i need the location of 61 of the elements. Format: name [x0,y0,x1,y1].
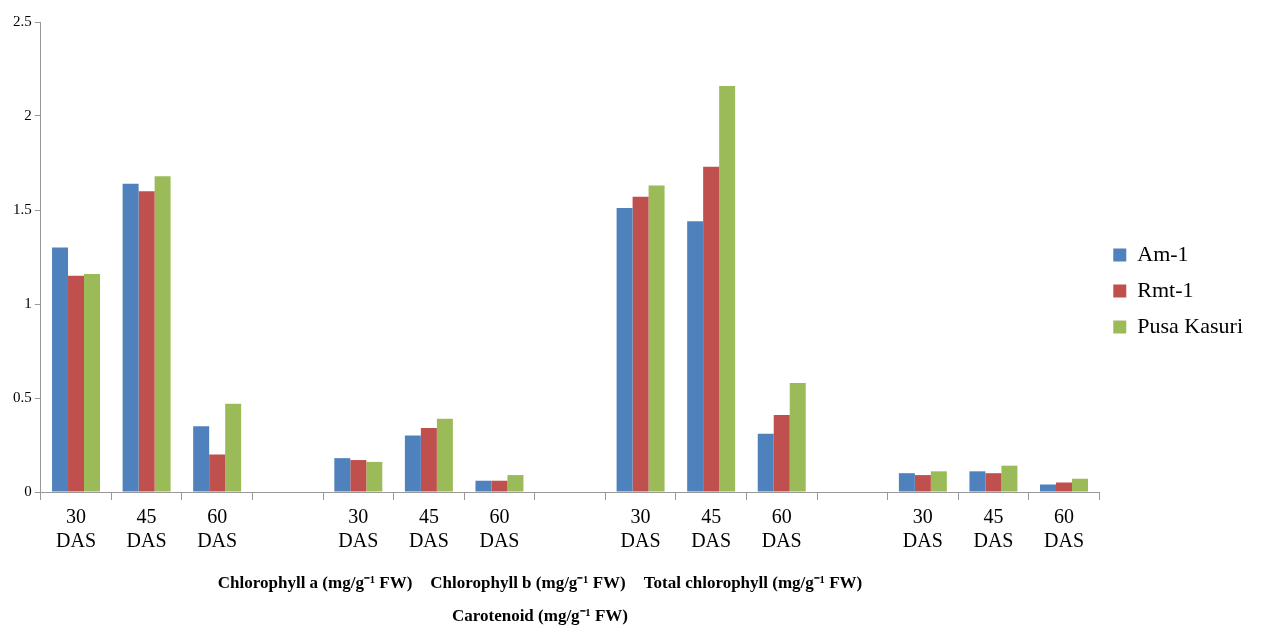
x-tick-label: 30 DAS [338,505,379,552]
x-tick-label: 60 DAS [197,505,238,552]
bar [719,85,736,492]
bar [616,208,633,492]
x-tick-label: 45 DAS [126,505,167,552]
x-tick-label: 30 DAS [902,505,943,552]
bar [703,166,720,492]
x-tick-label: 60 DAS [761,505,802,552]
bar [420,428,437,492]
y-tick-label: 2 [24,106,32,123]
bar [1056,482,1072,492]
x-tick-label: 30 DAS [56,505,97,552]
bar [475,480,492,492]
bar [209,454,226,492]
bar [969,471,986,492]
y-tick-label: 0 [24,482,32,499]
x-tick-label: 30 DAS [620,505,661,552]
legend-label: Pusa Kasuri [1137,312,1243,338]
bar [773,414,790,492]
bar [1072,478,1088,492]
bar [491,480,508,492]
bar [632,196,649,492]
text: Total chlorophyll (mg/g⁻¹ FW) [643,572,863,593]
bar [436,418,453,492]
bar [930,471,947,492]
bar [225,403,242,492]
bar [985,473,1002,492]
y-tick-label: 0.5 [13,388,32,405]
bar [404,435,421,492]
y-tick-label: 2.5 [13,12,32,29]
x-tick-label: 45 DAS [408,505,449,552]
bar [122,183,139,492]
x-tick-label: 60 DAS [1043,505,1085,552]
legend-label: Rmt-1 [1137,276,1194,302]
bar [914,475,931,492]
bar [757,433,774,492]
bar [68,275,85,492]
bar [1040,484,1056,492]
x-tick-label: 45 DAS [973,505,1014,552]
x-tick-label: 60 DAS [479,505,520,552]
bar [350,460,367,492]
y-tick-label: 1.5 [13,200,32,217]
bar [154,176,171,492]
text: Chlorophyll b (mg/g⁻¹ FW) [430,572,626,593]
bar [366,461,383,492]
y-tick-label: 1 [24,294,32,311]
bar [52,247,69,492]
text: Chlorophyll a (mg/g⁻¹ FW) [217,572,413,593]
bar [898,473,915,492]
bar [789,382,806,492]
text: Carotenoid (mg/g⁻¹ FW) [451,605,629,626]
bar [1001,465,1018,492]
x-tick-label: 45 DAS [691,505,732,552]
legend-label: Am-1 [1137,240,1189,266]
bar [84,273,101,492]
bar [334,458,351,492]
bar [193,426,210,492]
bar [687,221,704,492]
bar [138,191,155,492]
bar [507,475,524,492]
bar [648,185,665,492]
